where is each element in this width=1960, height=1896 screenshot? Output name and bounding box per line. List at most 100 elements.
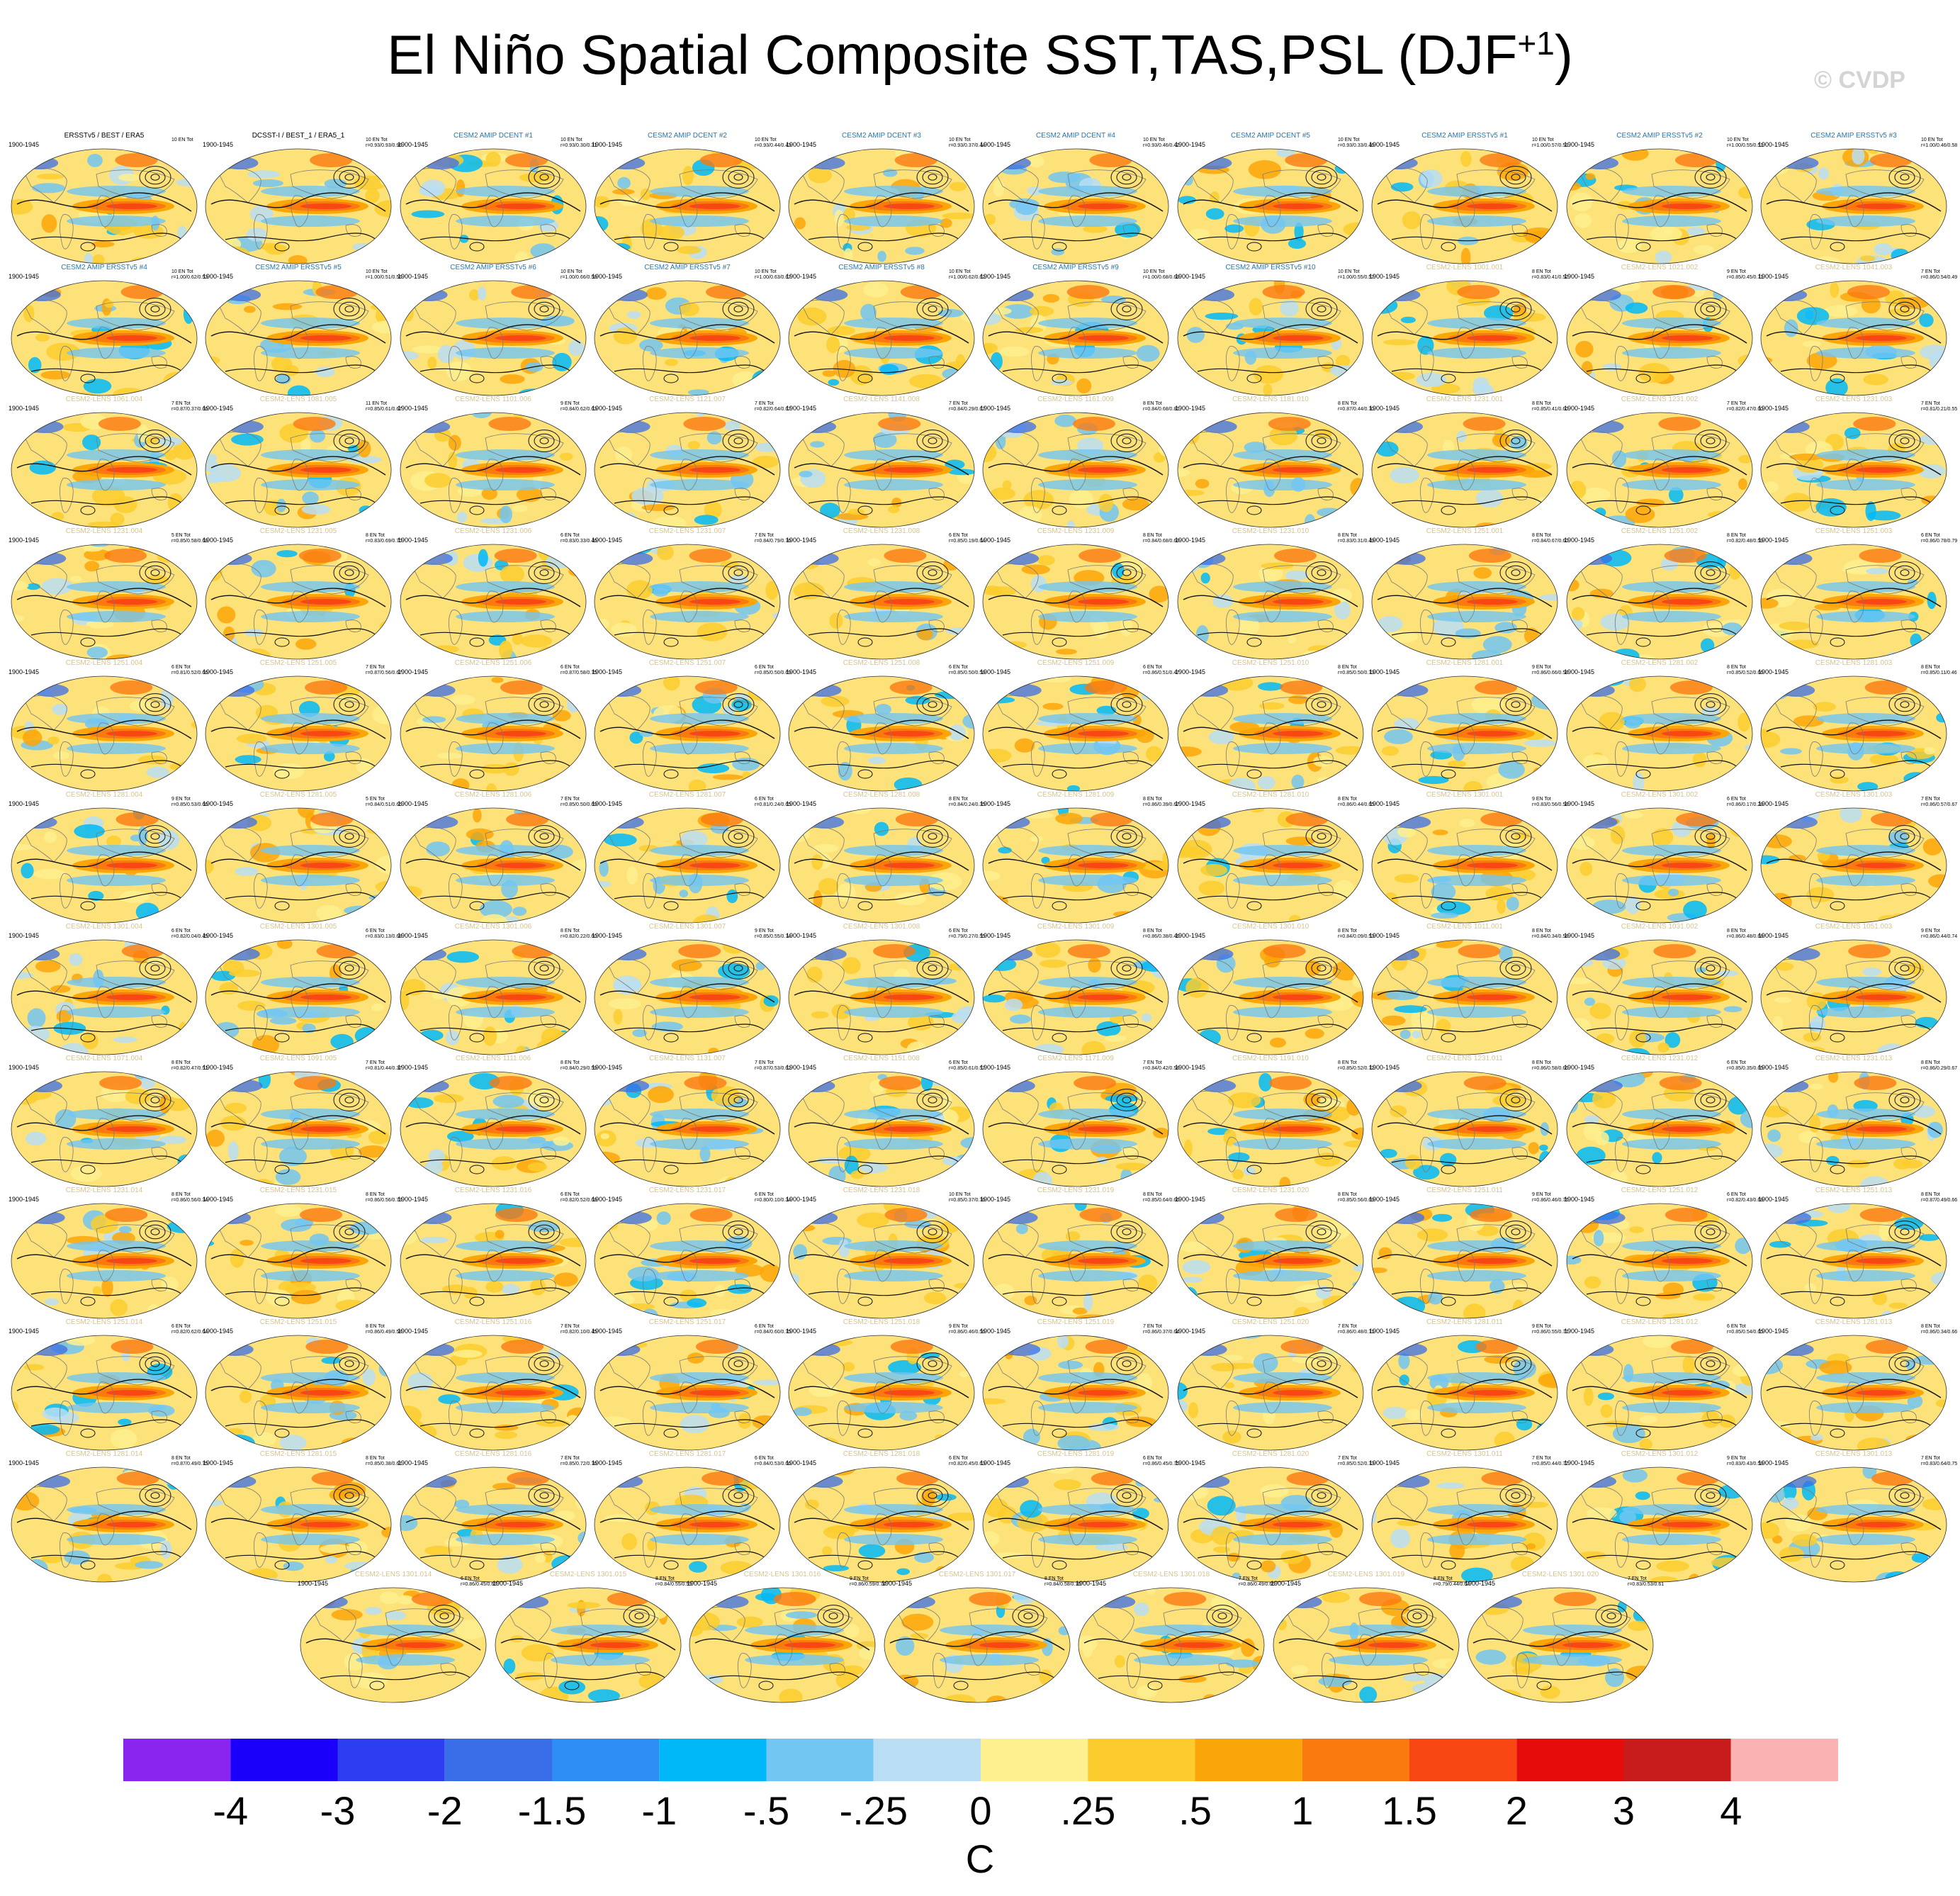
panel-stats: 9 EN Tot r=0.86/0.46/0.56 <box>949 1324 985 1335</box>
panel-period: 1900-1945 <box>1175 273 1206 280</box>
map-panel: CESM2-LENS 1171.009 1900-1945 7 EN Tot r=0.… <box>980 1055 1179 1189</box>
panel-event-count: 7 EN Tot <box>1727 401 1746 406</box>
panel-event-count: 6 EN Tot <box>1727 797 1746 802</box>
panel-period: 1900-1945 <box>786 1064 817 1071</box>
panel-stats: 10 EN Tot r=1.00/0.55/0.51 <box>1727 138 1763 149</box>
panel-pattern-correlation: r=0.86/0.34/0.66 <box>1921 1330 1958 1335</box>
composite-map <box>1273 1587 1460 1703</box>
panel-stats: 8 EN Tot r=0.84/0.55/0.59 <box>655 1576 692 1588</box>
panel-period: 1900-1945 <box>1758 1459 1789 1466</box>
panel-stats: 6 EN Tot r=0.82/0.45/0.63 <box>949 1456 985 1467</box>
map-panel: CESM2-LENS 1301.003 1900-1945 7 EN Tot r=0.… <box>1758 791 1957 926</box>
panel-stats: 9 EN Tot r=0.86/0.44/0.74 <box>1921 929 1957 940</box>
panel-event-count: 7 EN Tot <box>561 1324 580 1329</box>
composite-map <box>1566 1335 1753 1451</box>
panel-title: CESM2-LENS 1301.019 <box>1327 1571 1405 1578</box>
panel-title: CESM2-LENS 1301.003 <box>1815 791 1893 799</box>
composite-map <box>1566 1071 1753 1187</box>
composite-map <box>1177 675 1364 792</box>
map-panel: CESM2-LENS 1251.020 1900-1945 7 EN Tot r=0.… <box>1175 1318 1374 1453</box>
panel-event-count: 10 EN Tot <box>1143 269 1165 274</box>
panel-period: 1900-1945 <box>1369 1064 1400 1071</box>
panel-title: CESM2-LENS 1191.010 <box>1232 1055 1309 1062</box>
panel-stats: 8 EN Tot r=0.84/0.34/0.58 <box>1532 929 1568 940</box>
panel-stats: 8 EN Tot r=0.86/0.34/0.66 <box>1921 1324 1957 1335</box>
panel-title: CESM2-LENS 1231.015 <box>259 1187 337 1194</box>
panel-period: 1900-1945 <box>786 273 817 280</box>
panel-pattern-correlation: r=0.81/0.24/0.65 <box>755 802 792 807</box>
panel-stats: 7 EN Tot r=0.81/0.44/0.37 <box>366 1060 402 1072</box>
panel-stats: 5 EN Tot r=0.85/0.58/0.68 <box>171 533 208 544</box>
panel-pattern-correlation: r=0.86/0.56/0.73 <box>366 1198 402 1203</box>
map-panel: CESM2-LENS 1111.006 1900-1945 8 EN Tot r=0.… <box>398 1055 597 1189</box>
composite-map <box>1760 544 1947 660</box>
panel-stats: 10 EN Tot r=0.93/0.46/0.42 <box>1143 138 1179 149</box>
panel-stats: 8 EN Tot r=0.85/0.52/0.66 <box>1727 665 1763 676</box>
panel-pattern-correlation: r=0.84/0.68/0.69 <box>1143 539 1180 544</box>
panel-pattern-correlation: r=0.86/0.55/0.71 <box>1532 1330 1569 1335</box>
panel-stats: 10 EN Tot r=1.00/0.55/0.57 <box>1338 269 1374 281</box>
panel-period: 1900-1945 <box>9 273 40 280</box>
panel-pattern-correlation: r=0.84/0.62/0.63 <box>561 407 597 412</box>
panel-pattern-correlation: r=0.86/0.49/0.65 <box>1239 1582 1275 1587</box>
panel-pattern-correlation: r=0.85/0.52/0.72 <box>1338 1066 1375 1071</box>
panel-event-count: 8 EN Tot <box>1143 401 1162 406</box>
panel-event-count: 8 EN Tot <box>1338 1060 1357 1065</box>
panel-pattern-correlation: r=0.86/0.51/0.47 <box>1143 671 1180 675</box>
panel-pattern-correlation: r=0.83/0.53/0.61 <box>1628 1582 1665 1587</box>
composite-map <box>788 412 975 528</box>
panel-event-count: 5 EN Tot <box>171 533 191 538</box>
panel-title: CESM2-LENS 1301.006 <box>454 923 532 931</box>
panel-title: CESM2-LENS 1251.016 <box>454 1318 532 1326</box>
panel-event-count: 9 EN Tot <box>1532 797 1551 802</box>
composite-map <box>788 544 975 660</box>
panel-title: CESM2-LENS 1281.009 <box>1037 791 1115 799</box>
panel-pattern-correlation: r=0.87/0.37/0.66 <box>171 407 208 412</box>
panel-event-count: 6 EN Tot <box>171 929 191 933</box>
map-panel: CESM2-LENS 1281.007 1900-1945 6 EN Tot r=0.… <box>592 791 791 926</box>
panel-title: CESM2-LENS 1231.009 <box>1037 527 1115 535</box>
panel-period: 1900-1945 <box>1758 1328 1789 1335</box>
panel-period: 1900-1945 <box>9 1064 40 1071</box>
map-panel: CESM2-LENS 1231.001 1900-1945 8 EN Tot r=0.… <box>1369 396 1568 530</box>
panel-pattern-correlation: r=0.81/0.52/0.66 <box>171 671 208 675</box>
panel-stats: 10 EN Tot r=1.00/0.62/0.53 <box>171 269 208 281</box>
composite-map <box>982 544 1169 660</box>
panel-period: 1900-1945 <box>398 141 429 148</box>
panel-title: CESM2-LENS 1251.009 <box>1037 659 1115 667</box>
panel-period: 1900-1945 <box>203 932 234 939</box>
colorbar-swatch <box>873 1739 981 1781</box>
panel-title: CESM2-LENS 1181.010 <box>1232 396 1309 403</box>
composite-map <box>205 412 392 528</box>
composite-map <box>788 675 975 792</box>
panel-title: CESM2 AMIP ERSSTv5 #4 <box>61 264 147 271</box>
panel-event-count: 7 EN Tot <box>949 401 968 406</box>
panel-period: 1900-1945 <box>1564 932 1595 939</box>
map-panel: CESM2-LENS 1281.020 1900-1945 7 EN Tot r=0.… <box>1175 1450 1374 1585</box>
panel-event-count: 6 EN Tot <box>1921 533 1940 538</box>
composite-map <box>1177 807 1364 924</box>
panel-title: CESM2-LENS 1251.011 <box>1426 1187 1503 1194</box>
panel-period: 1900-1945 <box>786 668 817 675</box>
panel-title: CESM2-LENS 1281.018 <box>843 1450 920 1458</box>
composite-map <box>205 807 392 924</box>
composite-map <box>1177 1335 1364 1451</box>
panel-stats: 9 EN Tot r=0.85/0.55/0.74 <box>755 929 791 940</box>
panel-period: 1900-1945 <box>592 800 623 807</box>
panel-period: 1900-1945 <box>980 1328 1011 1335</box>
panel-period: 1900-1945 <box>1758 537 1789 544</box>
map-panel: CESM2-LENS 1281.013 1900-1945 8 EN Tot r=0.… <box>1758 1318 1957 1453</box>
panel-period: 1900-1945 <box>980 1064 1011 1071</box>
panel-event-count: 6 EN Tot <box>171 665 191 670</box>
panel-period: 1900-1945 <box>1564 1196 1595 1203</box>
panel-pattern-correlation: r=0.85/0.72/0.76 <box>561 1462 597 1466</box>
panel-stats: 8 EN Tot r=0.86/0.56/0.34 <box>171 1192 208 1204</box>
panel-stats: 7 EN Tot r=0.85/0.72/0.76 <box>561 1456 597 1467</box>
map-panel: CESM2-LENS 1031.002 1900-1945 8 EN Tot r=0.… <box>1564 923 1763 1058</box>
map-panel: CESM2-LENS 1301.014 1900-1945 6 EN Tot r=0.… <box>298 1571 497 1705</box>
map-panel: CESM2 AMIP ERSSTv5 #3 1900-1945 10 EN Tot r… <box>1758 132 1957 267</box>
composite-map <box>1566 148 1753 264</box>
panel-pattern-correlation: r=0.83/0.41/0.52 <box>1532 275 1569 280</box>
composite-map <box>400 939 587 1055</box>
panel-pattern-correlation: r=0.93/0.37/0.44 <box>949 143 986 148</box>
